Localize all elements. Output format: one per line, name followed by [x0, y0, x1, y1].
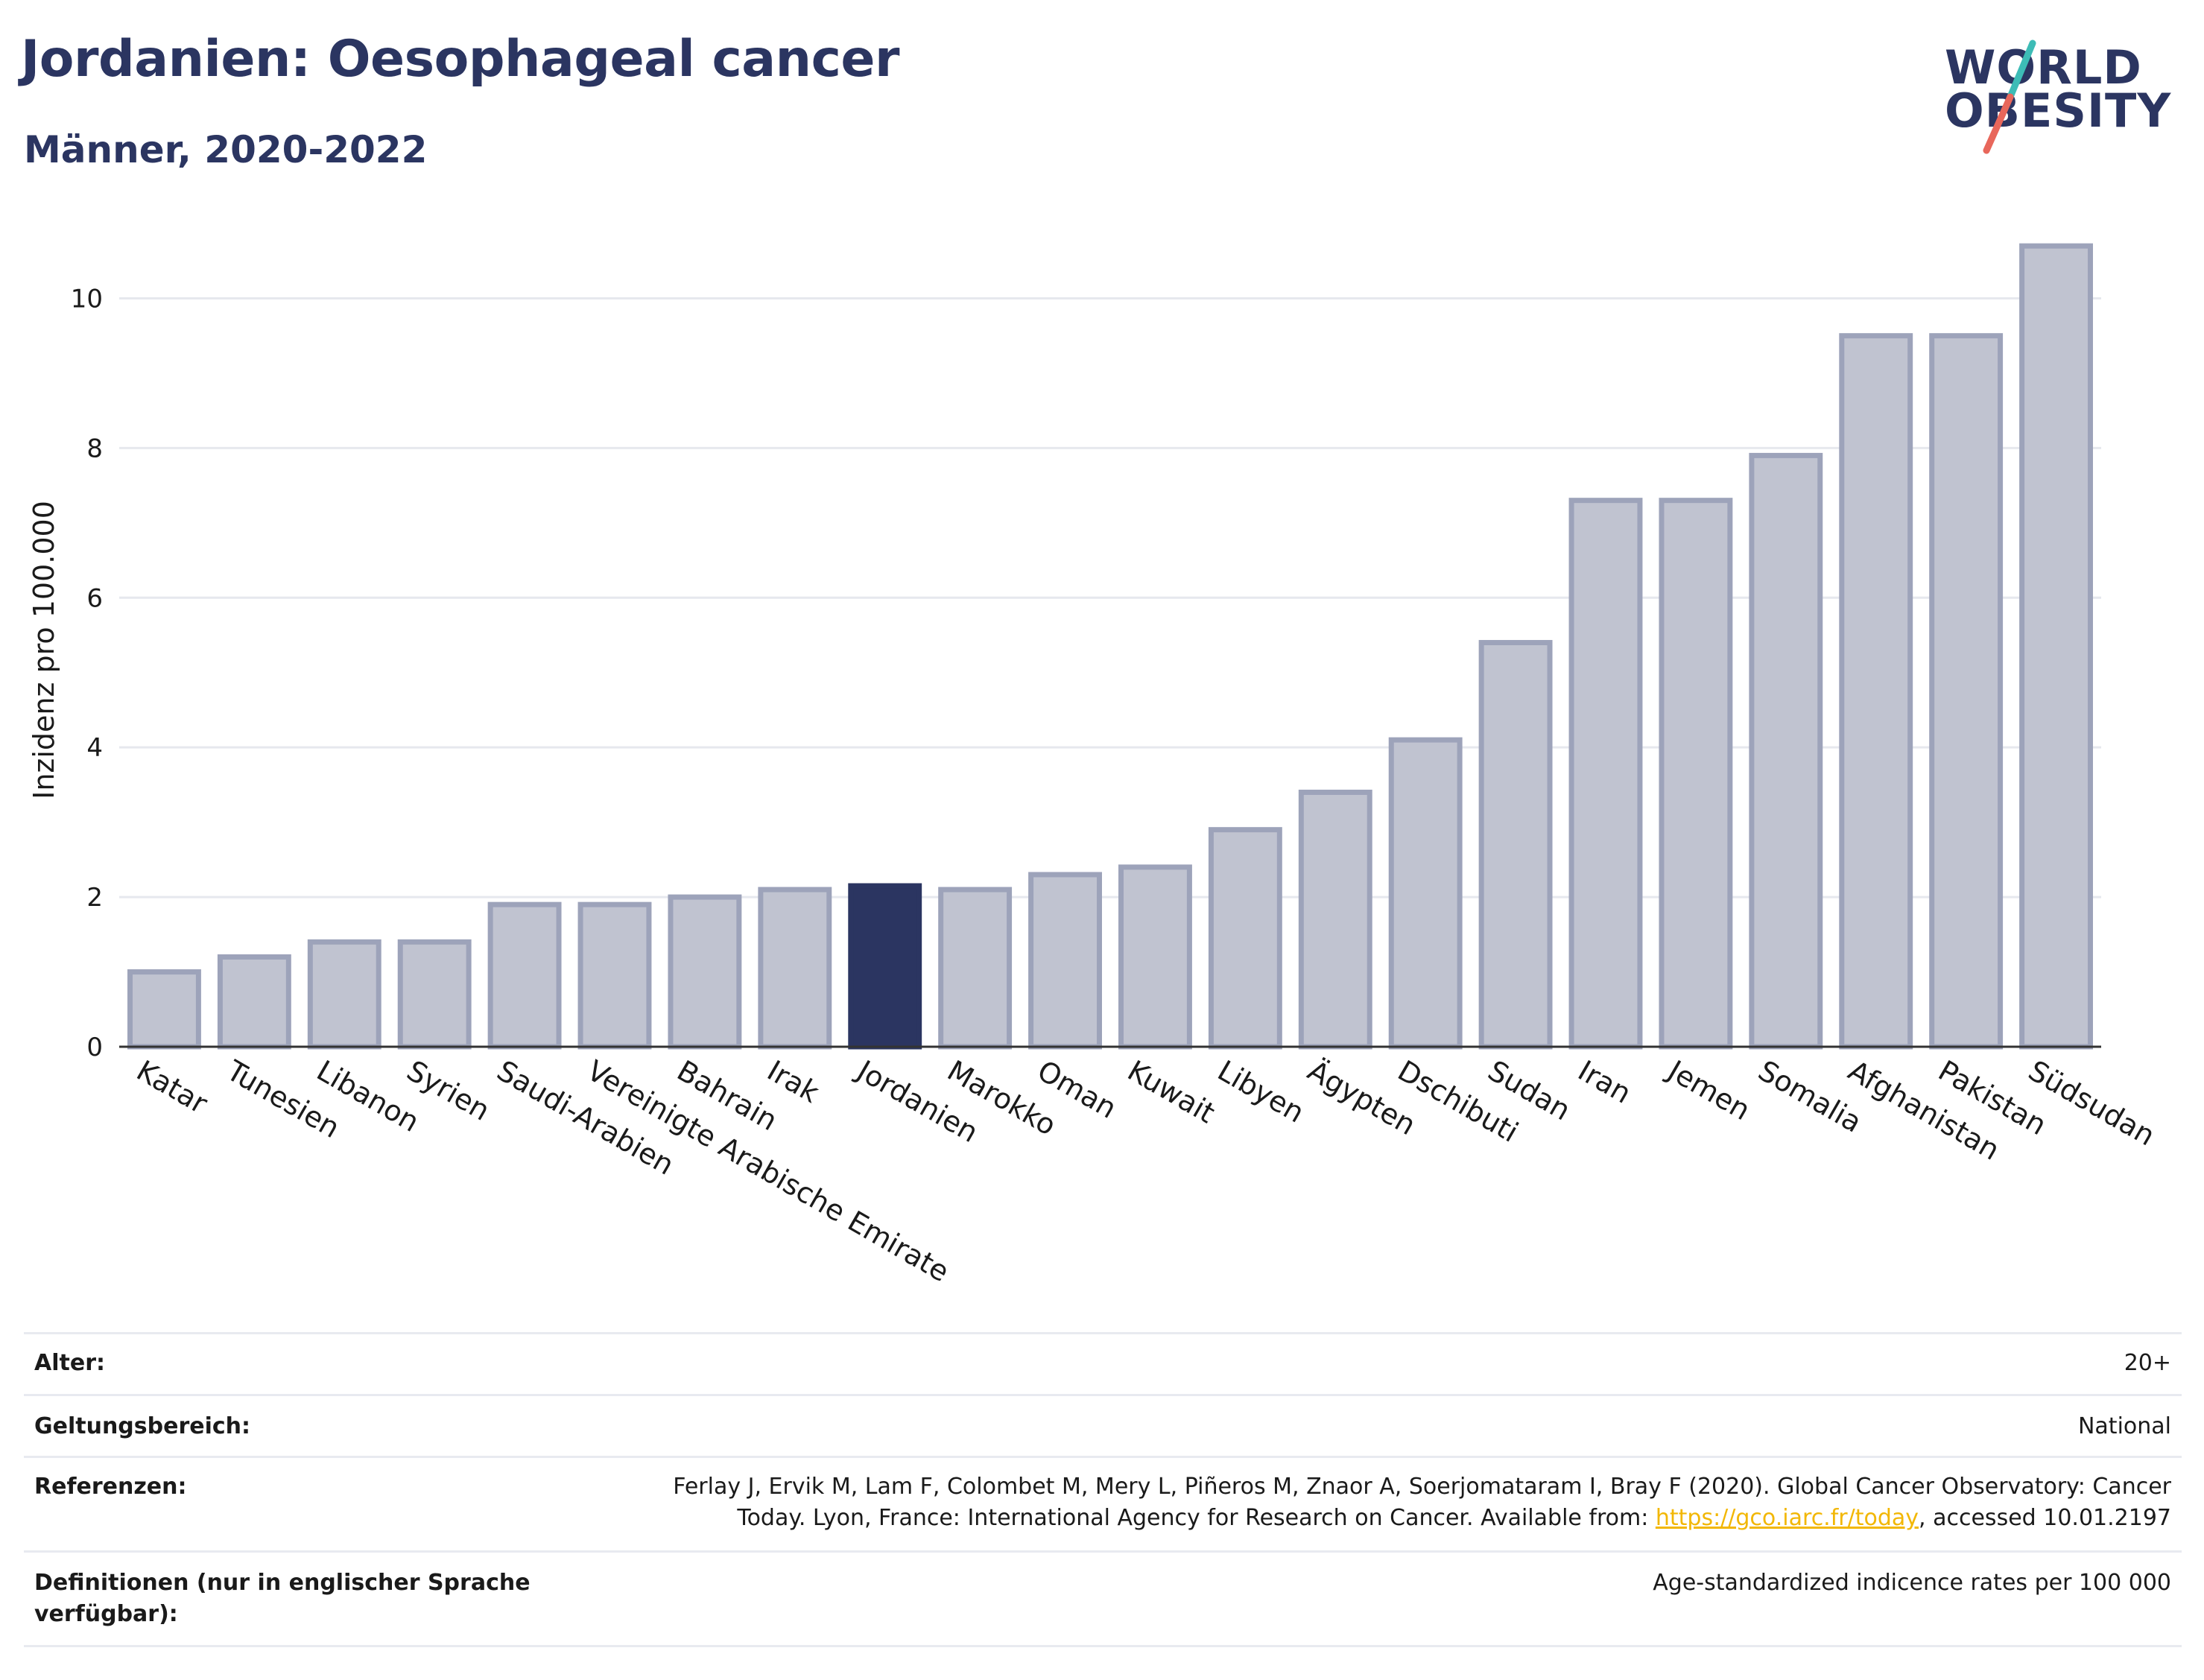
- bar: [487, 901, 562, 1050]
- bar-highlight: [848, 883, 922, 1050]
- x-tick-label: Somalia: [1752, 1054, 1867, 1139]
- definition-label-line-2: verfügbar):: [34, 1601, 178, 1627]
- bar: [2019, 243, 2093, 1050]
- info-row-references: Referenzen: Ferlay J, Ervik M, Lam F, Co…: [24, 1458, 2182, 1553]
- bar: [577, 901, 652, 1050]
- bar: [397, 939, 472, 1050]
- bar: [1118, 864, 1192, 1050]
- y-tick-label: 4: [86, 733, 103, 763]
- info-label-definitions: Definitionen (nur in englischer Sprache …: [34, 1568, 531, 1630]
- bar: [1028, 872, 1102, 1050]
- y-axis-label: Inzidenz pro 100.000: [28, 501, 60, 799]
- bar: [217, 954, 291, 1050]
- bar: [1749, 452, 1823, 1050]
- info-value-scope: National: [2077, 1413, 2171, 1439]
- definition-label-line-1: Definitionen (nur in englischer Sprache: [34, 1570, 531, 1596]
- bar: [1208, 827, 1282, 1050]
- logo-slash-icon: [1983, 39, 2036, 154]
- bar: [307, 939, 381, 1050]
- bar: [668, 894, 742, 1050]
- y-tick-label: 2: [86, 883, 103, 913]
- y-tick-label: 6: [86, 583, 103, 613]
- logo-text-world: WORLD: [1945, 40, 2142, 95]
- bar: [758, 887, 832, 1050]
- x-tick-label: Kuwait: [1122, 1054, 1220, 1130]
- x-tick-label: Irak: [761, 1054, 824, 1109]
- info-label-references: Referenzen:: [34, 1474, 187, 1500]
- bar: [1478, 640, 1553, 1050]
- reference-accessed: , accessed 10.01.2197: [1919, 1505, 2171, 1531]
- bar: [1839, 333, 1913, 1050]
- x-tick-label: Südsudan: [2023, 1054, 2161, 1153]
- reference-link[interactable]: https://gco.iarc.fr/today: [1655, 1505, 1919, 1531]
- x-tick-label: Iran: [1573, 1054, 1637, 1110]
- info-value-definitions: Age-standardized indicence rates per 100…: [1653, 1570, 2171, 1596]
- bar: [1659, 498, 1733, 1050]
- info-value-alter: 20+: [2124, 1350, 2171, 1376]
- bar: [1568, 498, 1643, 1050]
- page-title: Jordanien: Oesophageal cancer: [21, 30, 900, 89]
- info-label-alter: Alter:: [34, 1350, 105, 1376]
- bar: [1388, 737, 1463, 1050]
- info-label-scope: Geltungsbereich:: [34, 1413, 251, 1439]
- x-tick-label: Libyen: [1212, 1054, 1310, 1129]
- info-value-references: Ferlay J, Ervik M, Lam F, Colombet M, Me…: [457, 1471, 2171, 1534]
- logo-text-obesity: OBESITY: [1945, 83, 2172, 138]
- y-tick-label: 10: [71, 284, 103, 314]
- info-row-definitions: Definitionen (nur in englischer Sprache …: [24, 1553, 2182, 1647]
- y-tick-label: 8: [86, 434, 103, 463]
- page-subtitle: Männer, 2020-2022: [24, 128, 428, 171]
- x-tick-label: Katar: [131, 1054, 213, 1120]
- bar: [938, 887, 1013, 1050]
- info-row-scope: Geltungsbereich: National: [24, 1396, 2182, 1458]
- reference-line-2: Today. Lyon, France: International Agenc…: [457, 1503, 2171, 1534]
- x-tick-label: Jemen: [1662, 1053, 1756, 1127]
- reference-line-1: Ferlay J, Ervik M, Lam F, Colombet M, Me…: [673, 1474, 2171, 1500]
- bar: [127, 969, 201, 1050]
- bar: [1298, 789, 1372, 1050]
- y-tick-label: 0: [86, 1033, 103, 1062]
- info-table: Alter: 20+ Geltungsbereich: National Ref…: [24, 1332, 2182, 1647]
- world-obesity-logo: WORLD OBESITY: [1945, 22, 2191, 156]
- bar: [1929, 333, 2004, 1050]
- info-row-alter: Alter: 20+: [24, 1334, 2182, 1396]
- reference-text: Today. Lyon, France: International Agenc…: [737, 1505, 1656, 1531]
